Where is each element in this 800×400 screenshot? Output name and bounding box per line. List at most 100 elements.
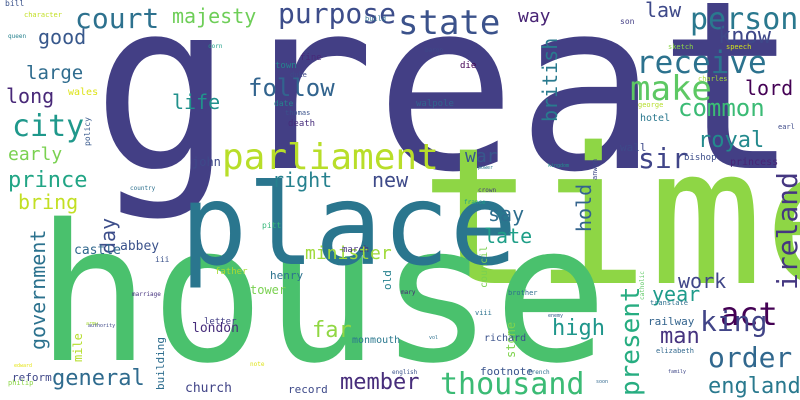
word-mary: mary (401, 289, 416, 296)
word-sir: sir (638, 142, 689, 175)
word-speech: speech (726, 43, 752, 51)
word-pitt: pitt (262, 221, 282, 230)
word-know: know (718, 24, 771, 49)
word-receive: receive (636, 45, 767, 81)
word-london: london (192, 321, 239, 336)
word-hold: hold (572, 183, 596, 232)
word-bishop: bishop (684, 153, 717, 163)
word-letter: letter (204, 317, 237, 327)
word-corn: corn (208, 43, 223, 50)
word-france: france (464, 199, 486, 206)
word-ireland: ireland (771, 171, 800, 290)
word-parliament: parliament (222, 137, 439, 178)
word-note: note (250, 361, 265, 368)
word-kingdom: kingdom (548, 163, 570, 169)
word-reform: reform (12, 371, 52, 384)
word-majesty: majesty (172, 4, 257, 28)
word-march: march (342, 245, 370, 255)
word-minister: minister (305, 243, 392, 264)
word-son: son (620, 17, 635, 26)
word-henry: henry (270, 269, 304, 282)
word-long: long (6, 84, 55, 108)
word-building: building (154, 337, 167, 390)
word-edward: edward (14, 363, 33, 369)
word-work: work (678, 269, 727, 293)
word-church: church (185, 381, 232, 396)
word-time: time (420, 107, 800, 328)
word-policy: policy (83, 117, 92, 146)
word-right: right (272, 168, 333, 192)
word-father: father (215, 267, 248, 277)
word-bill: bill (5, 0, 25, 8)
word-person: person (690, 2, 799, 37)
word-castle: castle (74, 243, 121, 258)
word-queen: queen (8, 33, 27, 40)
word-state: state (398, 3, 501, 43)
word-viii: viii (475, 309, 492, 317)
word-thousand: thousand (440, 367, 585, 400)
word-high: high (552, 316, 605, 341)
word-lord: lord (745, 76, 794, 100)
word-act: act (720, 295, 778, 333)
word-early: early (8, 144, 63, 165)
word-army: army (86, 321, 99, 327)
word-thomas: thomas (285, 109, 311, 117)
word-order: order (708, 341, 793, 374)
word-vol: vol (429, 335, 439, 341)
word-iii: iii (155, 255, 170, 264)
word-old: old (381, 270, 394, 290)
word-common: common (678, 94, 765, 122)
word-follow: follow (248, 74, 335, 102)
word-far: far (312, 318, 352, 343)
word-court: court (75, 2, 160, 35)
word-way: way (518, 6, 551, 27)
word-record: record (288, 383, 328, 396)
word-king: king (700, 305, 768, 338)
word-mile: mile (71, 333, 85, 362)
word-great: great (92, 0, 800, 224)
word-man: man (660, 324, 700, 349)
word-railway: railway (648, 315, 695, 328)
word-character: character (24, 11, 62, 19)
word-power: power (478, 165, 494, 171)
word-crown: crown (478, 187, 497, 194)
word-enemy: enemy (548, 313, 564, 319)
word-princess: princess (730, 157, 779, 168)
word-earl: earl (778, 123, 795, 131)
word-make: make (630, 69, 712, 109)
word-brother: brother (508, 289, 538, 297)
word-french: french (528, 369, 550, 376)
word-footnote: footnote (480, 365, 533, 378)
word-bring: bring (18, 190, 79, 214)
word-british: british (538, 37, 562, 122)
word-die: die (460, 61, 477, 71)
word-john: john (192, 155, 221, 169)
word-government: government (26, 229, 50, 350)
word-translate: translate (650, 299, 688, 307)
word-marriage: marriage (132, 291, 161, 298)
word-catholic: catholic (639, 271, 646, 300)
word-war: war (465, 146, 498, 167)
word-duke: duke (290, 71, 307, 79)
word-country: country (130, 185, 156, 192)
word-date: date (274, 99, 294, 108)
word-baron: baron (425, 47, 444, 54)
word-late: late (484, 224, 533, 248)
word-fine: fine (300, 53, 322, 63)
word-large: large (26, 62, 84, 84)
word-purpose: purpose (278, 0, 397, 30)
word-say: say (488, 202, 525, 226)
word-abbey: abbey (120, 239, 160, 254)
word-city: city (12, 109, 85, 144)
word-prince: prince (8, 168, 88, 193)
word-elizabeth: elizabeth (656, 347, 694, 355)
word-good: good (38, 25, 87, 49)
word-law: law (645, 0, 682, 22)
word-year: year (652, 282, 701, 306)
word-general: general (52, 366, 145, 391)
word-walpole: walpole (416, 99, 454, 109)
word-charles: charles (698, 75, 728, 83)
word-life: life (172, 90, 221, 114)
word-philip: philip (8, 379, 34, 387)
